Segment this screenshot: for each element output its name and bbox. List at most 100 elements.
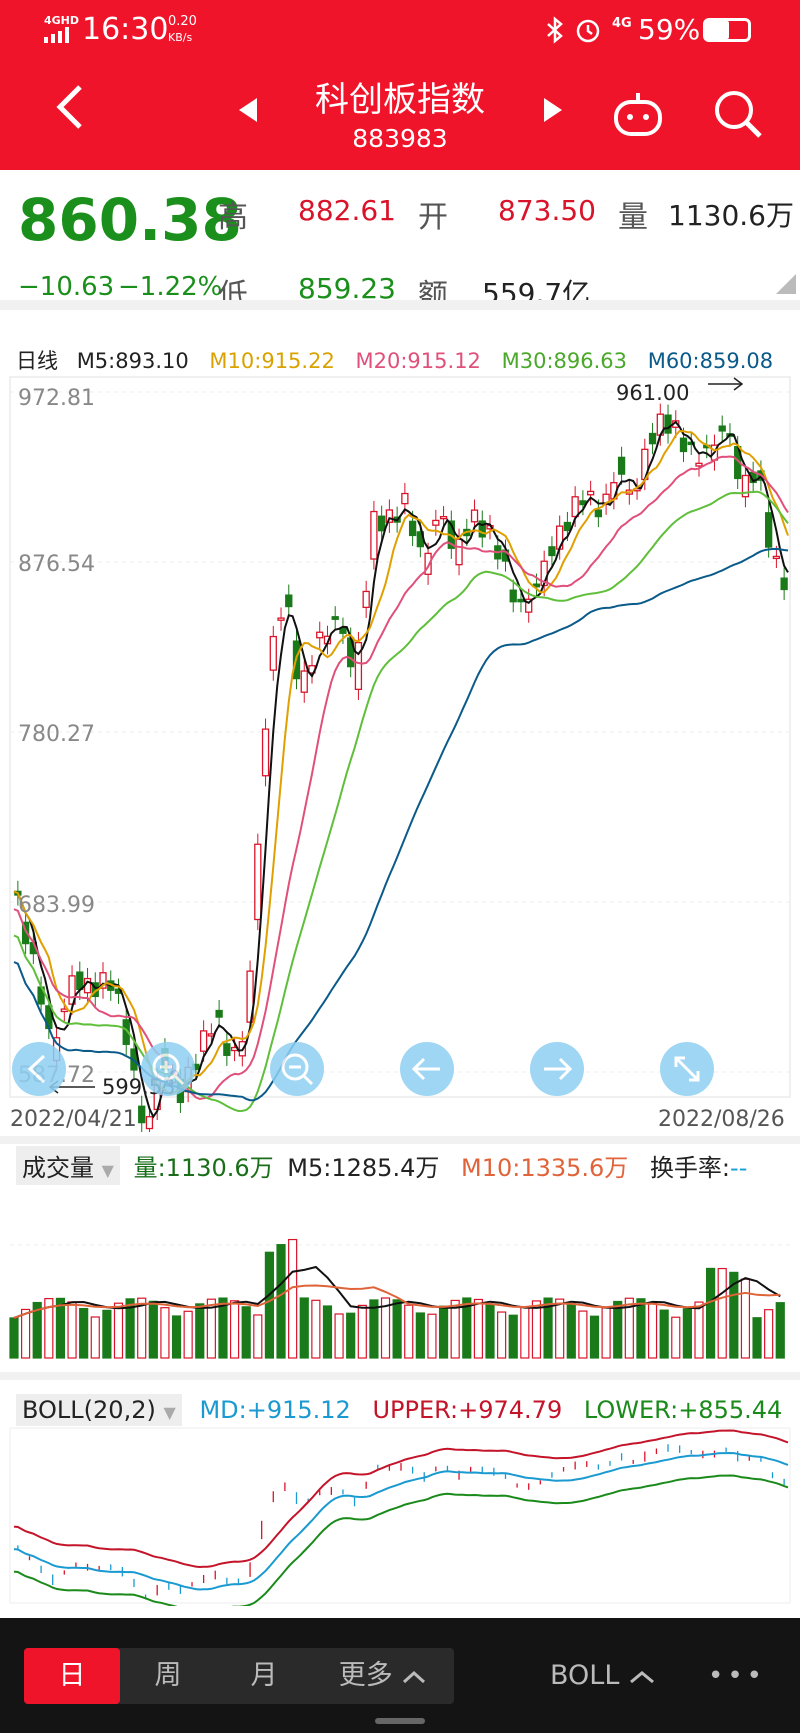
candle <box>594 509 603 518</box>
volume-bar <box>508 1314 518 1359</box>
volume-bar <box>21 1308 31 1359</box>
y-label-3: 780.27 <box>18 722 95 747</box>
ma20-line <box>13 455 789 1101</box>
tab-month[interactable]: 月 <box>250 1660 278 1691</box>
indicator-label: BOLL <box>550 1660 620 1691</box>
candle <box>455 538 463 566</box>
pan-left-button[interactable] <box>400 1042 454 1096</box>
candle <box>21 921 30 945</box>
prev-icon[interactable] <box>235 96 261 124</box>
volume-bar <box>171 1315 182 1359</box>
signal-icon <box>44 27 69 43</box>
battery-icon <box>703 18 751 42</box>
volume-bar <box>647 1302 658 1359</box>
speed-value: 0.20 <box>168 14 197 29</box>
y-label-2: 876.54 <box>18 552 95 577</box>
back-icon[interactable] <box>50 82 90 132</box>
tab-more[interactable]: 更多 <box>312 1648 454 1704</box>
high-marker-arrow <box>708 377 744 391</box>
candle <box>60 1008 68 1013</box>
volume-bar <box>427 1313 437 1359</box>
candle <box>215 1009 223 1018</box>
scroll-indicator <box>375 1718 425 1724</box>
candle <box>439 516 448 520</box>
volume-bar <box>311 1299 321 1359</box>
vol-m10: M10:1335.6万 <box>460 1154 629 1182</box>
volume-bar <box>404 1304 414 1359</box>
candle <box>362 590 370 609</box>
volume-label: 量 <box>618 200 648 235</box>
vol-m5: M5:1285.4万 <box>287 1154 440 1182</box>
boll-upper-line <box>13 1429 789 1569</box>
m20-legend: M20:915.12 <box>355 349 481 373</box>
volume-chart[interactable] <box>0 1180 800 1360</box>
volume-selector[interactable]: 成交量 ▼ <box>16 1146 120 1185</box>
candle <box>765 512 773 548</box>
boll-selector[interactable]: BOLL(20,2) ▼ <box>16 1394 182 1426</box>
candle <box>679 437 688 453</box>
volume-bar <box>624 1297 634 1359</box>
candle <box>664 414 672 434</box>
divider <box>0 300 800 310</box>
double-left-icon <box>27 1054 46 1084</box>
y-label-1: 972.81 <box>18 386 95 411</box>
indicator-selector[interactable]: BOLL <box>550 1648 656 1704</box>
candle <box>470 509 479 523</box>
volume-bar <box>589 1315 600 1359</box>
chevron-up-icon <box>403 1670 426 1683</box>
kline-chart[interactable]: 972.81 876.54 780.27 683.99 587.72 961.0… <box>0 372 800 1132</box>
candle <box>199 1030 208 1052</box>
more-options-button[interactable]: ••• <box>708 1661 767 1691</box>
volume-bar <box>346 1312 356 1359</box>
zoom-in-button[interactable] <box>141 1042 195 1096</box>
volume-bar <box>462 1297 472 1359</box>
volume-bar <box>113 1302 124 1359</box>
volume-bar <box>357 1304 367 1359</box>
pan-right-button[interactable] <box>530 1042 584 1096</box>
divider <box>0 1136 800 1144</box>
search-icon[interactable] <box>712 88 764 140</box>
open-value: 873.50 <box>498 194 596 227</box>
high-label: 高 <box>218 200 248 235</box>
scroll-first-button[interactable] <box>12 1042 66 1096</box>
fullscreen-button[interactable] <box>660 1042 714 1096</box>
volume-bar <box>229 1300 240 1359</box>
candle <box>772 555 781 560</box>
network-4g: 4G <box>612 16 632 31</box>
volume-bar <box>740 1278 751 1359</box>
candle <box>331 616 339 620</box>
alarm-icon <box>576 19 600 43</box>
volume-bar <box>253 1314 263 1359</box>
candle <box>586 490 595 496</box>
candle <box>478 520 486 538</box>
candle <box>138 1105 146 1124</box>
network-type: 4GHD <box>44 14 80 27</box>
vol-value: 量:1130.6万 <box>133 1154 274 1182</box>
volume-bar <box>322 1305 333 1359</box>
volume-legend: 成交量 ▼ 量:1130.6万 M5:1285.4万 M10:1335.6万 换… <box>16 1146 747 1185</box>
next-icon[interactable] <box>540 96 566 124</box>
tab-week[interactable]: 周 <box>154 1660 182 1691</box>
volume-bar <box>380 1297 391 1359</box>
candle <box>223 1043 231 1056</box>
price-change-pct: −1.22% <box>118 272 223 302</box>
robot-icon[interactable] <box>612 90 664 138</box>
zoom-out-button[interactable] <box>270 1042 324 1096</box>
candle <box>509 589 517 603</box>
period-label[interactable]: 日线 <box>16 349 58 373</box>
open-label: 开 <box>418 200 448 235</box>
candle <box>261 728 270 777</box>
dropdown-icon: ▼ <box>101 1161 114 1180</box>
volume-bar <box>705 1267 716 1359</box>
chevron-up-icon <box>630 1670 654 1683</box>
candle <box>300 670 308 693</box>
volume-bar <box>90 1316 100 1359</box>
volume-bar <box>79 1307 89 1359</box>
volume-bar <box>125 1298 135 1359</box>
volume-bar <box>288 1238 298 1359</box>
expand-corner-icon[interactable] <box>776 274 796 294</box>
tab-day[interactable]: 日 <box>24 1648 120 1704</box>
boll-chart[interactable] <box>0 1426 800 1606</box>
volume-bar <box>44 1298 54 1359</box>
clock: 16:30 <box>82 12 169 47</box>
